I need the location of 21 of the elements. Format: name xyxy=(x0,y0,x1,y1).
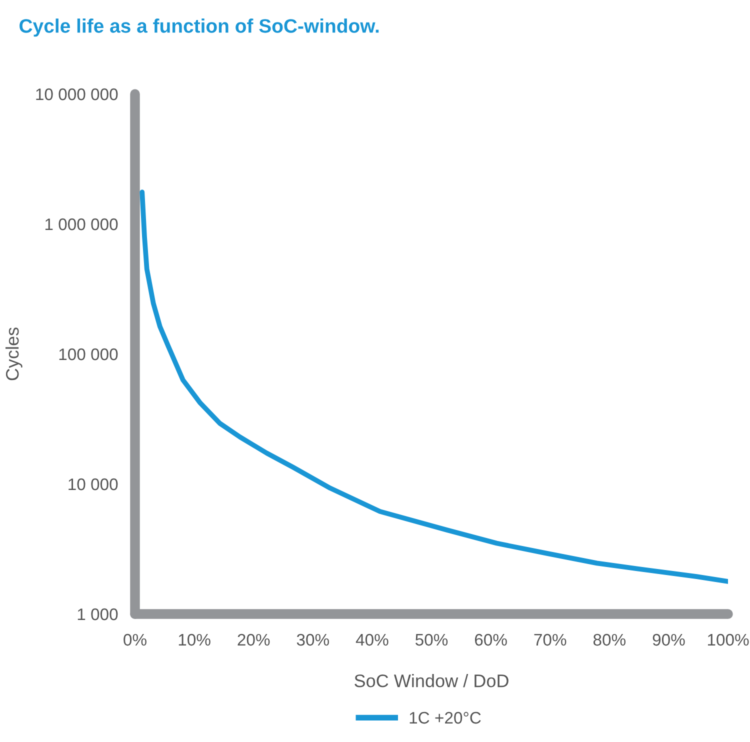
x-tick-label: 10% xyxy=(178,634,210,646)
y-tick-label: 10 000 000 xyxy=(36,88,118,100)
x-tick-label: 20% xyxy=(238,634,270,646)
line-series xyxy=(140,190,728,584)
x-tick-label: 100% xyxy=(708,634,749,646)
x-tick-label: 50% xyxy=(416,634,448,646)
y-axis-title: Cycles xyxy=(5,328,22,380)
x-tick-label: 90% xyxy=(652,634,685,646)
x-tick-label: 30% xyxy=(296,634,329,646)
y-tick-label: 10 000 xyxy=(68,478,118,490)
x-tick-label: 40% xyxy=(356,634,388,646)
chart-title: Cycle life as a function of SoC-window. xyxy=(20,18,379,37)
x-tick-label: 80% xyxy=(593,634,626,646)
y-tick-label: 1 000 000 xyxy=(45,218,118,230)
x-tick-label: 70% xyxy=(534,634,566,646)
x-tick-label: 60% xyxy=(474,634,507,646)
legend-label: 1C +20°C xyxy=(410,712,481,724)
x-axis-title: SoC Window / DoD xyxy=(354,674,508,688)
x-tick-label: 0% xyxy=(124,634,146,646)
y-tick-label: 1 000 xyxy=(78,608,118,620)
y-tick-label: 100 000 xyxy=(59,348,118,360)
